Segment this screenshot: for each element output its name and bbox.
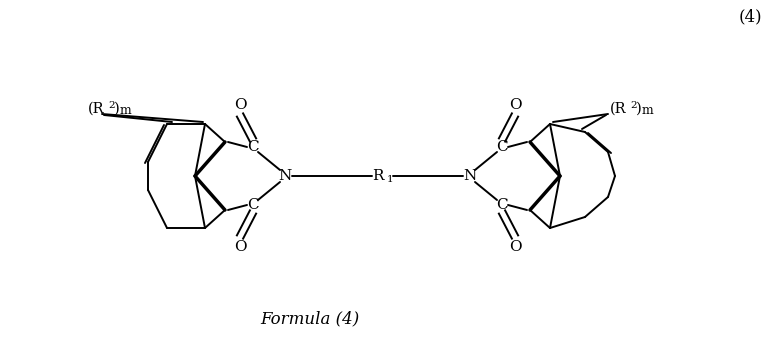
Text: (4): (4) — [738, 8, 762, 25]
Text: m: m — [120, 103, 131, 117]
Text: 1: 1 — [387, 176, 394, 184]
Text: C: C — [496, 140, 508, 154]
Text: O: O — [509, 240, 521, 254]
Text: m: m — [642, 103, 654, 117]
Text: R: R — [372, 169, 384, 183]
Text: O: O — [233, 98, 247, 112]
Text: N: N — [464, 169, 477, 183]
Text: C: C — [247, 198, 259, 212]
Text: (R: (R — [88, 102, 104, 116]
Text: C: C — [496, 198, 508, 212]
Text: C: C — [247, 140, 259, 154]
Text: N: N — [279, 169, 292, 183]
Text: O: O — [509, 98, 521, 112]
Text: ): ) — [114, 102, 120, 116]
Text: ): ) — [636, 102, 642, 116]
Text: (R: (R — [610, 102, 626, 116]
Text: O: O — [233, 240, 247, 254]
Text: Formula (4): Formula (4) — [261, 310, 359, 327]
Text: 2: 2 — [630, 101, 636, 109]
Text: 2: 2 — [108, 101, 114, 109]
